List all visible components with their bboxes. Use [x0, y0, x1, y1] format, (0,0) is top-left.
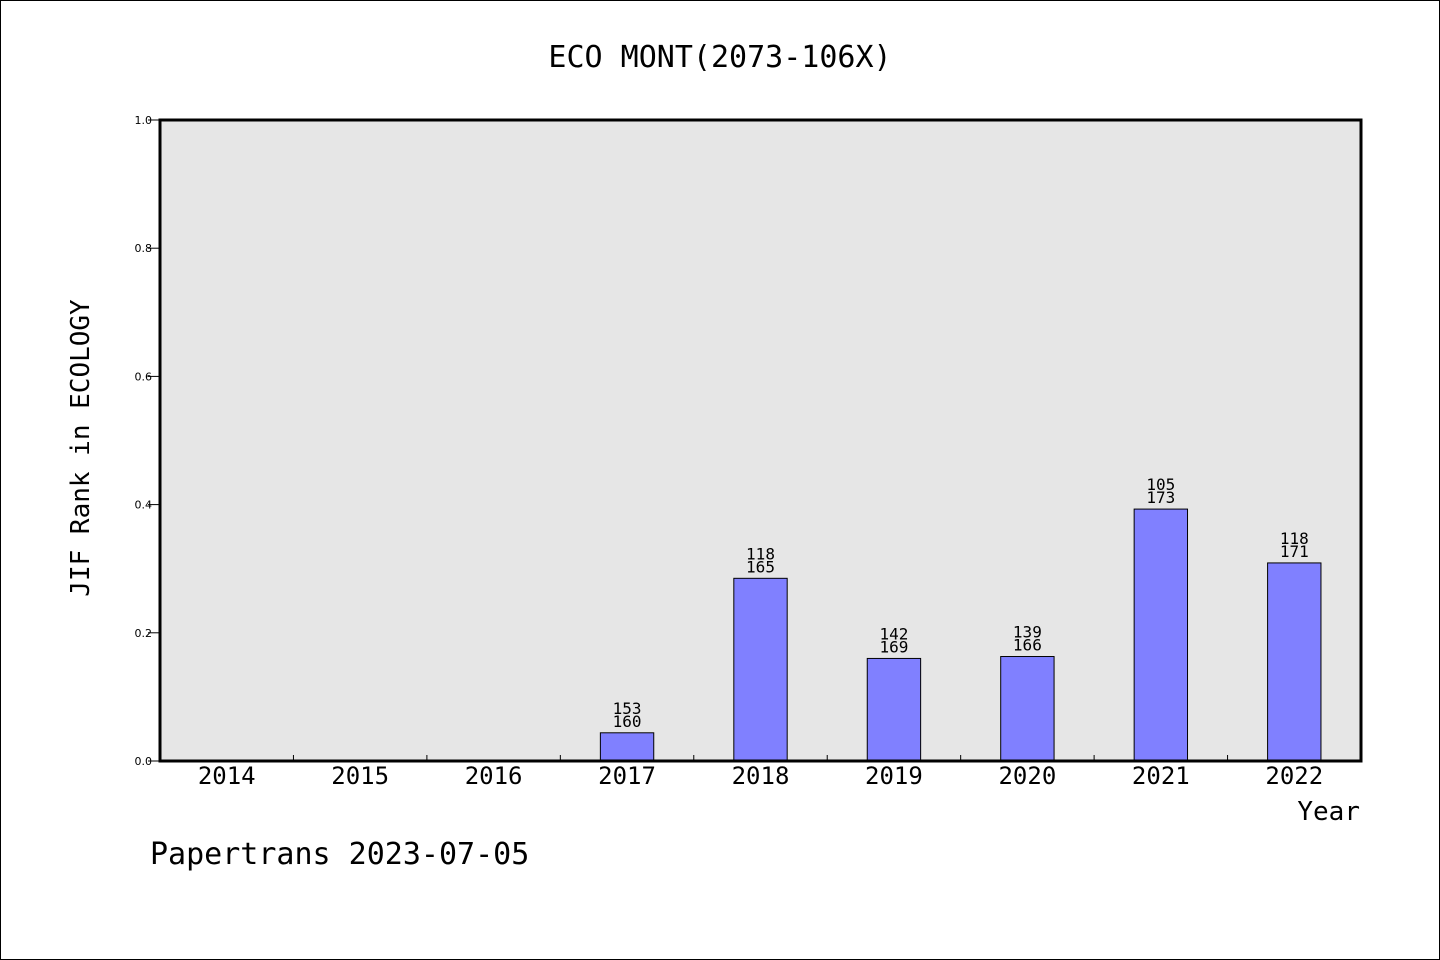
x-tick-label-2019: 2019 [865, 762, 923, 790]
bar-rank-label-2022: 118 [1280, 529, 1309, 548]
x-tick-label-2014: 2014 [198, 762, 256, 790]
bar-rank-label-2021: 105 [1146, 475, 1175, 494]
bar-2017 [599, 732, 655, 762]
bar-rank-label-2018: 118 [746, 544, 775, 563]
bar-total-label-2017: 160 [613, 712, 642, 731]
bar-2020 [1000, 656, 1055, 762]
x-tick-label-2018: 2018 [732, 762, 790, 790]
x-tick-label-2016: 2016 [465, 762, 523, 790]
bar-total-label-2018: 165 [746, 557, 775, 576]
footer-credit: Papertrans 2023-07-05 [150, 837, 529, 872]
bars-group [599, 508, 1322, 762]
x-tick-label-2017: 2017 [598, 762, 656, 790]
bar-total-label-2020: 166 [1013, 636, 1042, 655]
plot-border [158, 118, 1363, 763]
bar-rank-label-2019: 142 [879, 624, 908, 643]
x-tick-label-2015: 2015 [331, 762, 389, 790]
bar-rank-label-2017: 153 [613, 699, 642, 718]
chart-title: ECO MONT(2073-106X) [548, 40, 891, 75]
bar-2022 [1267, 562, 1322, 762]
x-axis-label: Year [1297, 797, 1360, 827]
y-tick-label-1.0: 1.0 [135, 114, 153, 127]
bar-2018 [733, 577, 788, 762]
y-tick-label-0.6: 0.6 [135, 370, 153, 383]
x-tick-label-2021: 2021 [1132, 762, 1190, 790]
y-tick-label-0.2: 0.2 [135, 627, 153, 640]
y-tick-label-0.8: 0.8 [135, 242, 153, 255]
bar-rank-label-2020: 139 [1013, 623, 1042, 642]
bar-total-label-2021: 173 [1146, 488, 1175, 507]
bar-2021 [1133, 508, 1189, 762]
bar-total-label-2019: 169 [879, 637, 908, 656]
y-tick-label-0.4: 0.4 [135, 499, 153, 512]
x-tick-label-2022: 2022 [1265, 762, 1323, 790]
bar-2019 [866, 657, 922, 762]
y-tick-label-0.0: 0.0 [135, 755, 153, 768]
ticks-group: 2014 2015 2016 2017 2018 2019 2020 2021 2022 0.0 0… [135, 114, 1324, 790]
x-tick-label-2020: 2020 [998, 762, 1056, 790]
y-axis-label: JIF Rank in ECOLOGY [66, 299, 96, 597]
bar-total-label-2022: 171 [1280, 542, 1309, 561]
